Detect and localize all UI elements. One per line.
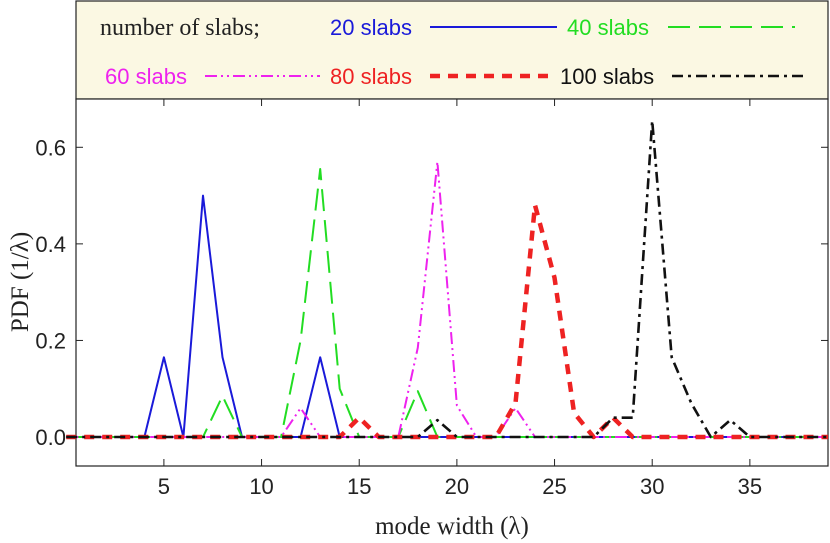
- x-tick-label: 10: [249, 474, 273, 499]
- y-tick-label: 0.4: [35, 232, 66, 257]
- legend: 20 slabs 40 slabs 60 slabs 80 slabs 100 slab…: [105, 15, 804, 89]
- series-line-100-slabs: [66, 119, 828, 439]
- x-tick-label: 25: [542, 474, 566, 499]
- series-layer: [66, 119, 828, 440]
- y-tick-label: 0.2: [35, 328, 66, 353]
- legend-label: 20 slabs: [330, 15, 412, 40]
- y-axis-title: PDF (1/λ): [7, 232, 34, 332]
- x-tick-label: 5: [158, 474, 170, 499]
- x-tick-label: 20: [445, 474, 469, 499]
- y-tick-label: 0.0: [35, 425, 66, 450]
- legend-label: 40 slabs: [567, 15, 649, 40]
- x-tick-label: 30: [640, 474, 664, 499]
- legend-label: 60 slabs: [105, 64, 187, 89]
- plot-frame: [75, 98, 829, 467]
- legend-label: 80 slabs: [330, 64, 412, 89]
- legend-title: number of slabs;: [100, 15, 260, 41]
- tick-labels: 5 10 15 20 25 30 35 0.0 0.2 0.4 0.6: [35, 135, 762, 499]
- y-tick-label: 0.6: [35, 135, 66, 160]
- legend-box: [75, 0, 829, 100]
- x-tick-label: 15: [347, 474, 371, 499]
- x-tick-label: 35: [738, 474, 762, 499]
- x-axis-title: mode width (λ): [375, 513, 529, 540]
- legend-label: 100 slabs: [560, 64, 654, 89]
